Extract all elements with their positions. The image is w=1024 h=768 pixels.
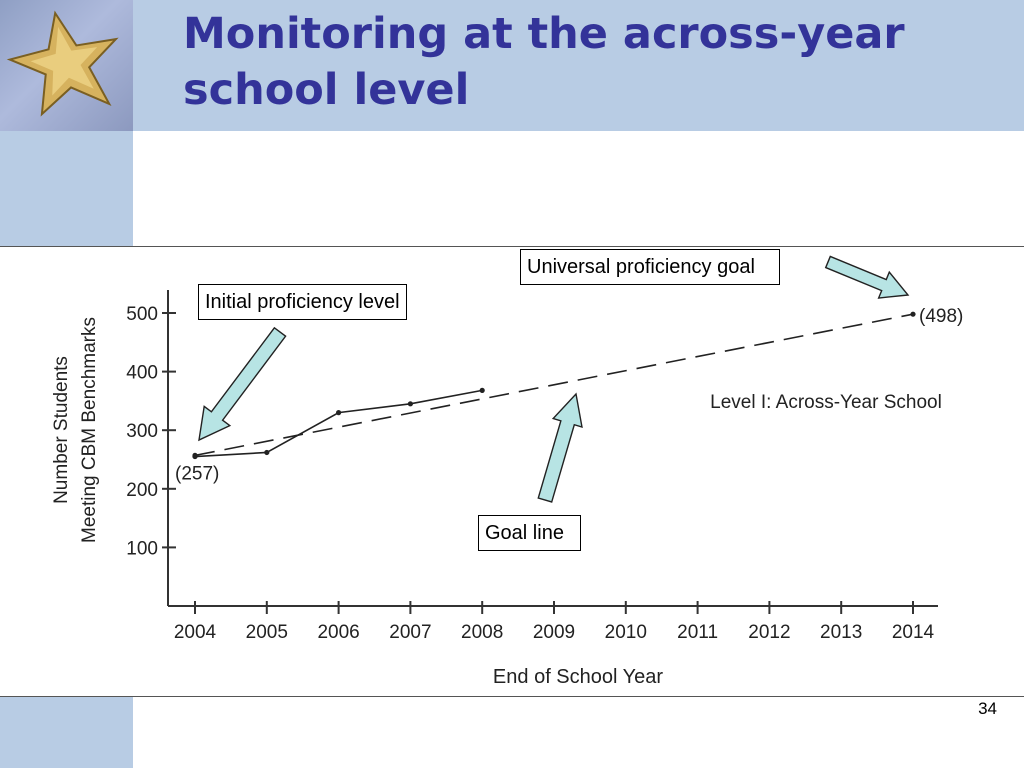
y-tick-label: 500 [126,304,158,325]
slide-title-line1: Monitoring at the across-year [183,9,905,59]
y-tick-label: 100 [126,538,158,559]
data-point [264,449,270,456]
callout-arrows [198,255,910,503]
universal-goal-callout: Universal proficiency goal [520,249,780,285]
page-number: 34 [978,699,997,718]
data-point [336,410,342,416]
data-point [192,452,198,458]
initial-proficiency-callout: Initial proficiency level [198,284,407,320]
data-point [407,401,413,407]
y-axis-label-line2: Meeting CBM Benchmarks [79,317,100,543]
left-accent-bar-bottom [0,697,133,768]
x-tick-label: 2009 [533,622,575,643]
x-tick-label: 2006 [317,622,359,643]
y-tick-label: 400 [126,363,158,384]
top-rule [0,246,1024,247]
y-axis-label-line1: Number Students [51,356,72,504]
x-tick-label: 2014 [892,622,935,643]
goal-line-callout-arrow [537,392,583,503]
x-tick-label: 2010 [605,622,647,643]
chart-labels: 100 200 300 400 500 2004 2005 2006 2007 2008 2009 2… [51,304,963,688]
x-tick-label: 2013 [820,622,862,643]
chart-ticks [162,312,914,614]
universal-callout-arrow [824,255,910,299]
x-tick-label: 2005 [246,622,288,643]
value-annotation: (257) [175,463,219,484]
chart-series [192,311,916,460]
x-tick-label: 2012 [748,622,790,643]
data-point [910,311,916,317]
y-tick-label: 200 [126,480,158,501]
x-tick-label: 2007 [389,622,431,643]
x-tick-label: 2008 [461,622,503,643]
y-tick-label: 300 [126,421,158,442]
x-tick-label: 2011 [677,622,718,643]
bottom-rule [0,696,1024,697]
star-logo [0,0,133,131]
value-annotation: (498) [919,306,963,327]
goal-line-callout: Goal line [478,515,581,551]
x-axis-label: End of School Year [493,666,663,688]
initial-callout-arrow [198,326,287,442]
x-tick-label: 2004 [174,622,217,643]
data-point [479,387,485,393]
slide-title: Monitoring at the across-year school lev… [183,6,1013,118]
slide-title-line2: school level [183,65,470,115]
chart-title: Level I: Across-Year School [710,392,942,413]
title-band [133,0,1024,131]
goal-line-series [194,313,914,457]
